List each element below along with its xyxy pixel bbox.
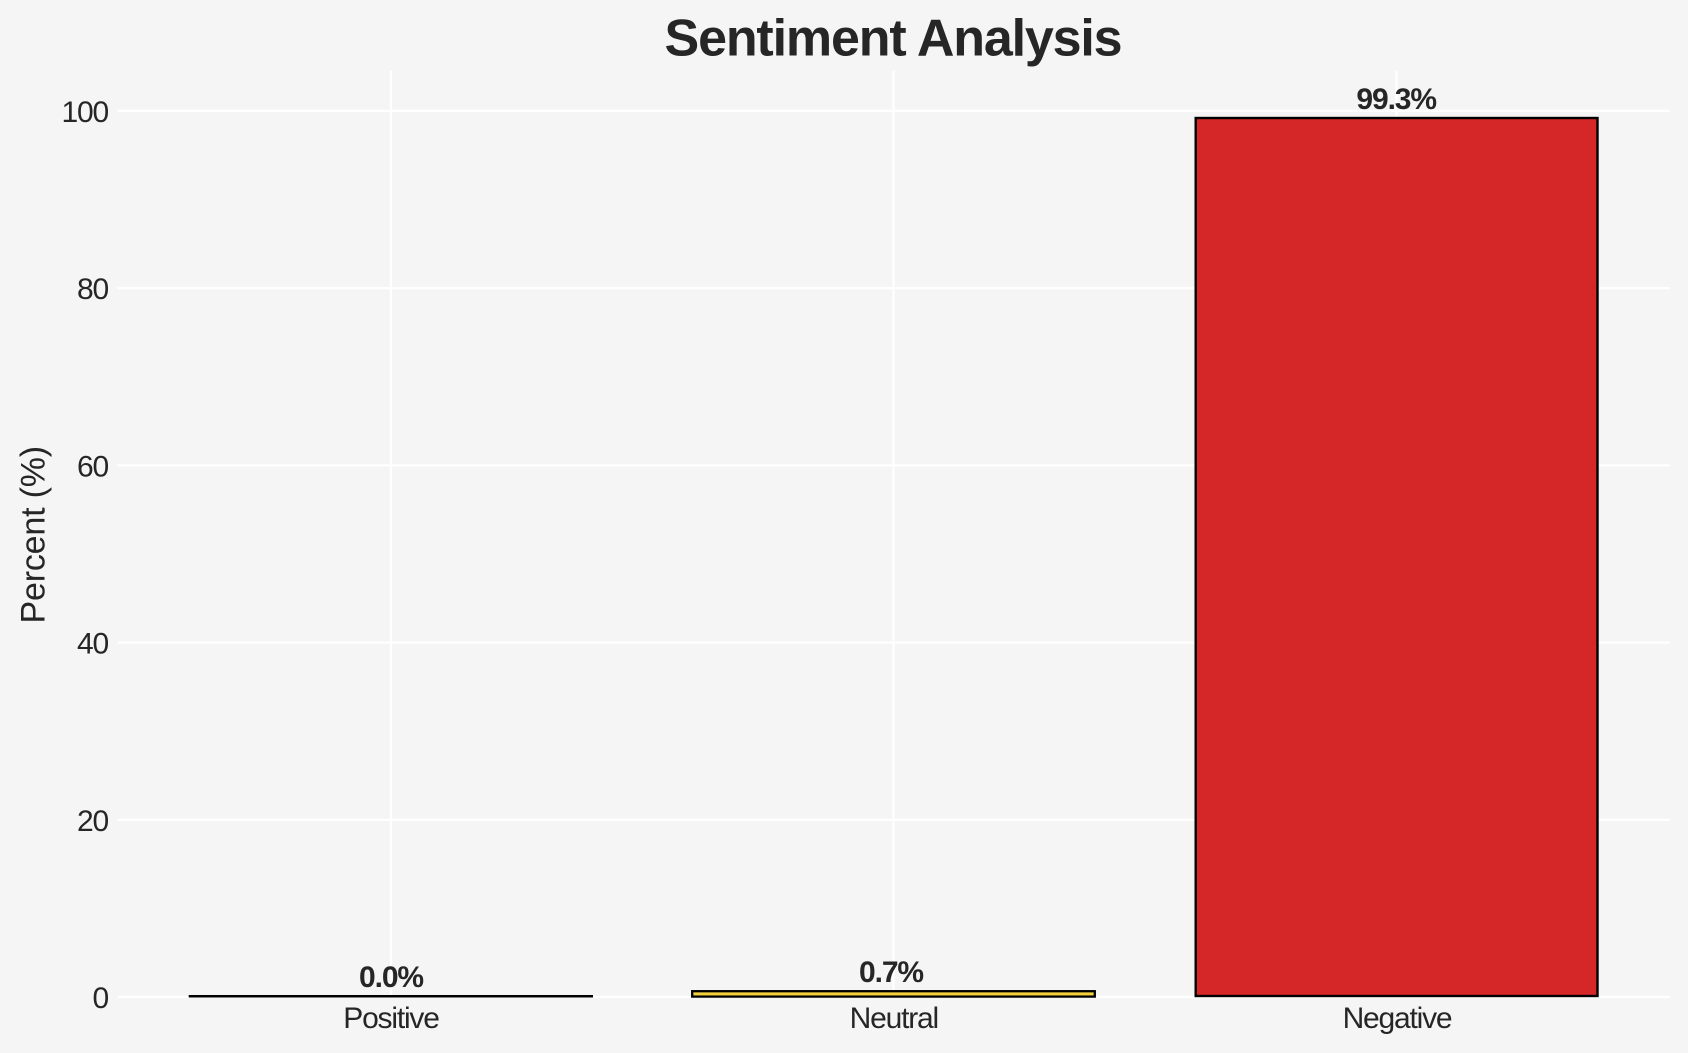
svg-text:60: 60	[77, 450, 108, 483]
svg-text:0: 0	[93, 982, 109, 1015]
svg-text:Neutral: Neutral	[850, 1002, 938, 1035]
svg-text:0.0%: 0.0%	[359, 961, 423, 994]
svg-text:Positive: Positive	[343, 1002, 439, 1035]
svg-text:100: 100	[62, 96, 109, 129]
svg-text:20: 20	[77, 805, 108, 838]
svg-text:99.3%: 99.3%	[1356, 83, 1436, 116]
svg-text:Sentiment Analysis: Sentiment Analysis	[665, 10, 1122, 68]
svg-text:80: 80	[77, 273, 108, 306]
svg-text:Negative: Negative	[1343, 1002, 1452, 1035]
svg-text:Percent (%): Percent (%)	[15, 446, 53, 623]
svg-text:0.7%: 0.7%	[859, 956, 923, 989]
svg-text:40: 40	[77, 628, 108, 661]
